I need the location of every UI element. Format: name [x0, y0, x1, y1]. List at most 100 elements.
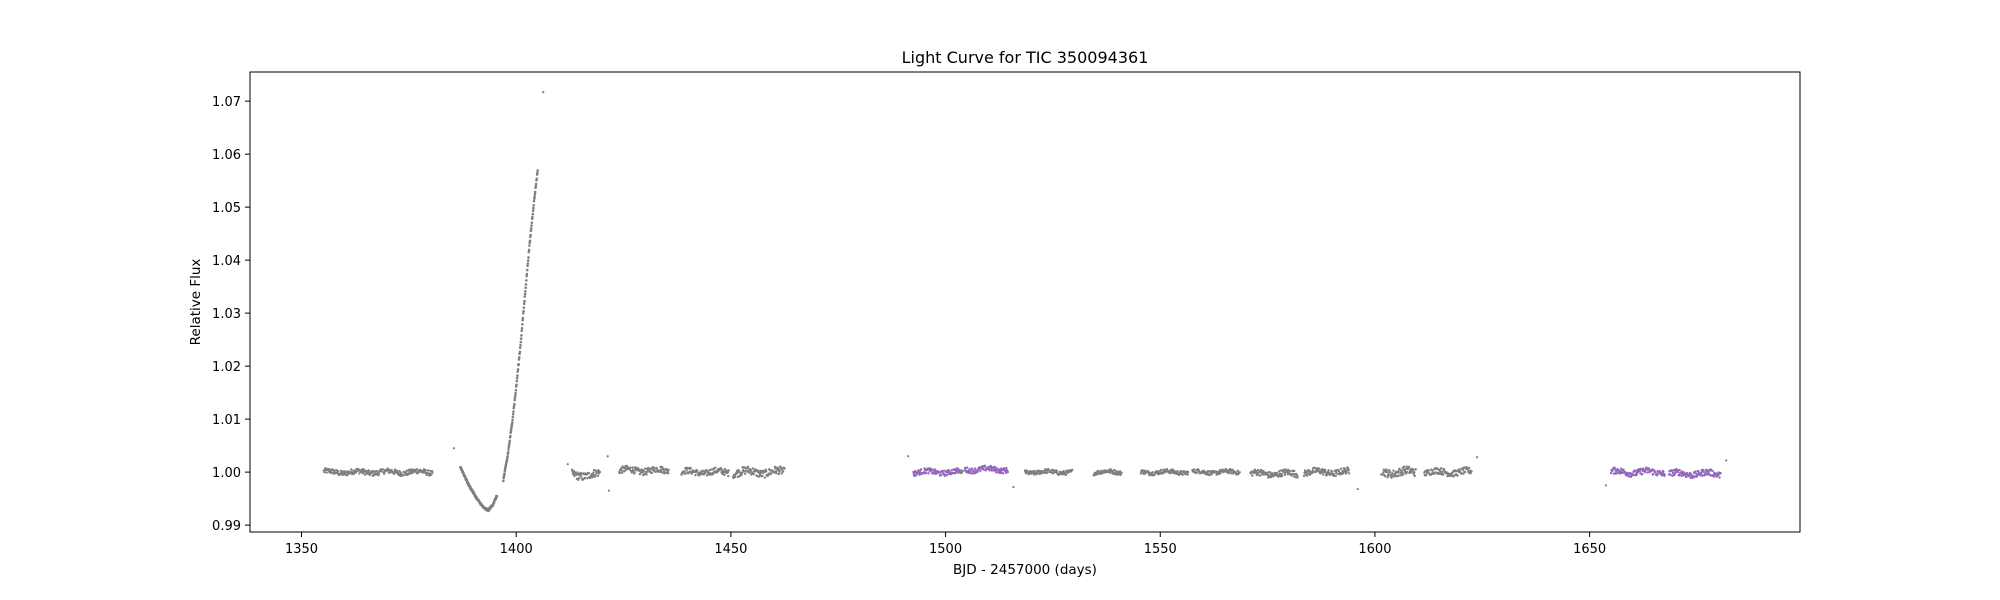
data-point [529, 227, 533, 230]
data-point [757, 475, 761, 478]
data-point [1680, 474, 1683, 478]
x-tick-label: 1650 [1573, 542, 1606, 557]
data-point [580, 472, 583, 475]
data-point [1210, 473, 1213, 476]
data-point [1414, 468, 1417, 471]
data-point [643, 472, 646, 476]
data-point [761, 474, 764, 478]
data-point [533, 197, 536, 200]
data-point [1611, 469, 1614, 472]
data-point [510, 421, 514, 425]
data-point [515, 376, 519, 380]
data-point [530, 221, 534, 224]
data-point [415, 468, 419, 471]
data-point [524, 289, 527, 293]
data-point [1615, 472, 1618, 475]
data-point [654, 470, 657, 473]
data-point [652, 467, 655, 470]
data-point [643, 467, 647, 470]
data-point [1255, 469, 1258, 473]
data-point [513, 396, 517, 400]
data-point [989, 464, 993, 468]
y-tick-label: 1.04 [212, 254, 241, 269]
data-point [1711, 469, 1714, 473]
data-point [746, 465, 750, 469]
data-point [1425, 473, 1428, 477]
data-point [736, 471, 739, 475]
data-point [1697, 471, 1701, 475]
data-point [1402, 465, 1406, 468]
data-point [511, 415, 515, 419]
data-point [524, 286, 528, 290]
data-point [973, 467, 977, 470]
data-point [517, 362, 520, 366]
data-point [424, 469, 427, 472]
data-point [526, 264, 529, 268]
data-point [1439, 470, 1442, 474]
data-point [662, 469, 666, 472]
x-tick-label: 1550 [1144, 542, 1177, 557]
data-point [1178, 472, 1182, 476]
data-point [531, 209, 535, 212]
data-point [1646, 471, 1649, 474]
data-point [982, 468, 985, 471]
data-point [518, 346, 522, 349]
data-point [1628, 475, 1631, 478]
data-point [506, 455, 509, 458]
data-point [751, 467, 754, 470]
data-point [509, 429, 513, 432]
data-point [352, 469, 355, 472]
data-point [583, 476, 587, 480]
data-point [570, 468, 574, 471]
data-point [1441, 473, 1445, 476]
data-point [1151, 470, 1154, 474]
data-point [655, 466, 658, 470]
data-point [511, 418, 514, 422]
data-point [1676, 470, 1680, 474]
data-point [1302, 474, 1306, 478]
data-point [522, 309, 525, 313]
data-point [529, 233, 532, 237]
data-point [1141, 469, 1145, 472]
data-point [531, 215, 534, 219]
data-point [1045, 471, 1049, 474]
data-point [515, 379, 519, 383]
data-point [759, 471, 763, 475]
data-point [1231, 468, 1234, 471]
data-point [395, 469, 399, 473]
data-point [1292, 475, 1295, 478]
data-point [1035, 473, 1038, 476]
data-point [495, 494, 499, 498]
data-point [530, 224, 533, 227]
data-point [946, 473, 949, 476]
data-point [532, 206, 535, 210]
data-point [536, 169, 539, 172]
data-point [711, 473, 715, 476]
data-point [1012, 485, 1015, 489]
data-point [525, 279, 528, 282]
y-tick-label: 1.07 [212, 95, 241, 110]
data-point [666, 472, 670, 475]
data-point [531, 212, 535, 216]
data-point [1644, 468, 1647, 472]
data-point [507, 445, 511, 449]
data-point [520, 329, 524, 333]
data-point [1712, 475, 1716, 478]
data-point [1400, 469, 1403, 473]
x-tick-label: 1450 [714, 542, 747, 557]
data-point [694, 474, 697, 477]
data-point [573, 474, 576, 478]
data-point [775, 472, 778, 475]
data-point [1702, 470, 1705, 473]
data-point [1390, 476, 1393, 479]
data-point [1064, 473, 1068, 477]
data-point [1260, 469, 1263, 472]
data-point [519, 343, 522, 347]
data-point [1388, 470, 1392, 474]
data-point [1658, 470, 1662, 473]
data-point [783, 467, 786, 470]
data-point [1275, 471, 1279, 474]
data-point [607, 489, 611, 492]
data-point [1047, 468, 1051, 472]
data-point [684, 472, 688, 475]
